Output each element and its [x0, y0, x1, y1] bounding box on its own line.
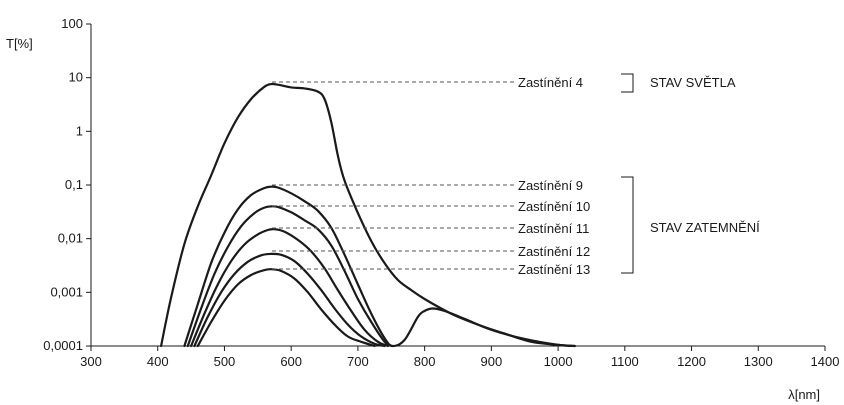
series-line-6	[196, 268, 376, 348]
series-label: Zastínění 13	[518, 262, 590, 277]
y-axis: 0,0001 0,001 0,01 0,1 1 10 100	[43, 16, 91, 353]
series-lines	[160, 82, 576, 348]
y-tick-label: 0,0001	[43, 338, 83, 353]
series-label: Zastínění 12	[518, 244, 590, 259]
y-tick-label: 1	[76, 123, 83, 138]
series-line-3	[186, 205, 393, 348]
series-line-5	[193, 252, 386, 348]
y-tick-label: 10	[69, 70, 83, 85]
leader-lines: Zastínění 4 Zastínění 9 Zastínění 10 Zastín…	[272, 75, 590, 277]
group-label: STAV ZATEMNĚNÍ	[650, 220, 760, 235]
series-label: Zastínění 10	[518, 199, 590, 214]
x-axis-label: λ[nm]	[788, 387, 820, 402]
x-tick-label: 500	[214, 354, 236, 369]
series-label: Zastínění 9	[518, 178, 583, 193]
x-tick-label: 1300	[744, 354, 773, 369]
series-label: Zastínění 11	[518, 221, 589, 236]
x-tick-label: 1000	[544, 354, 573, 369]
y-tick-label: 0,01	[58, 231, 83, 246]
x-tick-label: 600	[280, 354, 302, 369]
y-axis-label: T[%]	[6, 36, 33, 51]
x-tick-label: 700	[347, 354, 369, 369]
x-tick-label: 1200	[677, 354, 706, 369]
series-line-4	[190, 227, 389, 348]
x-tick-label: 1400	[811, 354, 840, 369]
x-axis: 300 400 500 600 700 800 900 1000 1100 1200 1300 140…	[80, 346, 839, 369]
series-label: Zastínění 4	[518, 75, 583, 90]
x-tick-label: 800	[414, 354, 436, 369]
group-brackets: STAV SVĚTLA STAV ZATEMNĚNÍ	[621, 73, 760, 274]
x-tick-label: 400	[147, 354, 169, 369]
x-tick-label: 900	[481, 354, 503, 369]
x-tick-label: 1100	[611, 354, 639, 369]
series-line-2	[183, 185, 576, 348]
y-tick-label: 0,1	[65, 177, 83, 192]
group-label: STAV SVĚTLA	[650, 75, 736, 90]
y-tick-label: 100	[61, 16, 83, 31]
x-tick-label: 300	[80, 354, 102, 369]
y-tick-label: 0,001	[50, 284, 83, 299]
bracket-light	[621, 73, 634, 93]
bracket-dark	[621, 176, 634, 274]
